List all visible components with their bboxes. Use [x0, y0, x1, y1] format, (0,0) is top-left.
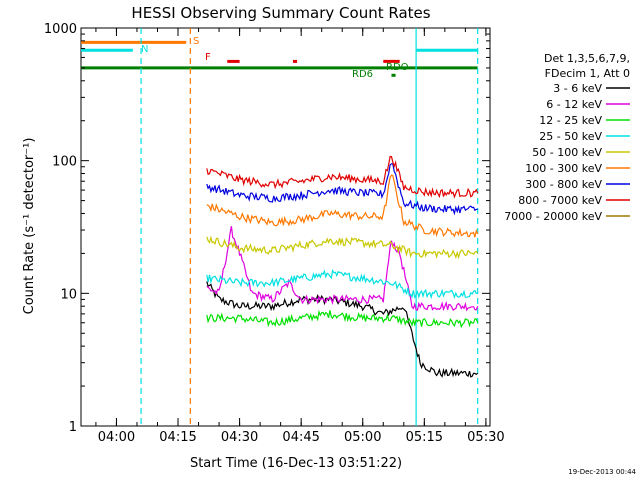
legend-header-2: FDecim 1, Att 0 — [545, 67, 630, 80]
series-line-1 — [206, 226, 479, 312]
status-bars — [81, 40, 478, 77]
x-tick-label: 05:00 — [344, 430, 381, 445]
series-line-5 — [206, 174, 479, 238]
y-axis-label: Count Rate (s⁻¹ detector⁻¹) — [22, 138, 37, 315]
legend-label: 3 - 6 keV — [553, 82, 602, 95]
y-tick-label: 1000 — [44, 22, 77, 37]
annotation-label: N — [141, 44, 148, 55]
x-tick-label: 05:15 — [406, 430, 443, 445]
legend-header-1: Det 1,3,5,6,7,9, — [544, 52, 630, 65]
y-tick-label: 1 — [69, 420, 77, 435]
legend-label: 25 - 50 keV — [539, 130, 602, 143]
legend-label: 7000 - 20000 keV — [504, 210, 602, 223]
legend: Det 1,3,5,6,7,9, FDecim 1, Att 0 3 - 6 k… — [504, 52, 630, 223]
annotation-label: F — [205, 52, 211, 63]
annotation-label: RD6 — [352, 69, 373, 80]
legend-label: 12 - 25 keV — [539, 114, 602, 127]
series-line-4 — [206, 235, 479, 260]
y-tick-label: 100 — [52, 155, 77, 170]
annotation-label: RDO — [386, 62, 409, 73]
series-line-6 — [206, 163, 478, 216]
axes: 1 10 100 1000 04:00 04:15 04:30 04:45 05:00 05:15… — [44, 22, 505, 445]
legend-label: 300 - 800 keV — [525, 178, 602, 191]
x-tick-label: 04:00 — [98, 430, 135, 445]
series-line-2 — [206, 309, 479, 329]
annotation-label: S — [193, 36, 199, 47]
y-tick-label: 10 — [60, 287, 77, 302]
legend-label: 50 - 100 keV — [532, 146, 602, 159]
legend-label: 100 - 300 keV — [525, 162, 602, 175]
x-tick-label: 04:30 — [221, 430, 258, 445]
plot-frame — [80, 27, 491, 427]
timestamp: 19-Dec-2013 00:44 — [568, 468, 636, 476]
vertical-markers — [140, 28, 479, 426]
legend-label: 800 - 7000 keV — [518, 194, 602, 207]
x-axis-label: Start Time (16-Dec-13 03:51:22) — [190, 456, 402, 471]
series-lines — [206, 155, 479, 378]
x-tick-label: 05:30 — [467, 430, 504, 445]
chart-title: HESSI Observing Summary Count Rates — [131, 4, 430, 22]
annotation-labels: S N F RD6 RDO — [141, 36, 409, 80]
legend-label: 6 - 12 keV — [546, 98, 602, 111]
series-line-3 — [206, 269, 478, 300]
series-line-0 — [206, 281, 479, 378]
series-line-7 — [206, 155, 479, 199]
x-tick-label: 04:15 — [159, 430, 196, 445]
x-tick-label: 04:45 — [282, 430, 319, 445]
